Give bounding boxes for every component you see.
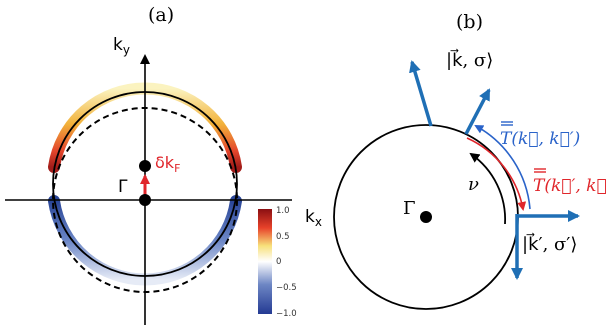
- colorbar-tick-3: 0: [276, 257, 281, 267]
- t-red-text: T(k⃗′, k⃗): [533, 176, 606, 196]
- colorbar: [258, 209, 272, 314]
- ket-kprime-sigma-label: |k⃗′, σ′⟩: [522, 233, 577, 255]
- nu-arc: [469, 152, 506, 225]
- t-kprime-k-arc: [466, 137, 527, 211]
- gamma-dot-a: [139, 194, 151, 206]
- ky-label: ky: [113, 35, 130, 57]
- panel-b: (b) Γ ν |k⃗, σ⟩ |k⃗′, σ′⟩ T(k⃗, k⃗′) T(k…: [333, 11, 606, 310]
- t-blue-label: T(k⃗, k⃗′): [500, 121, 580, 149]
- gamma-dot-b: [420, 211, 432, 223]
- panel-a: (a) ky kx δkF Γ 1.0 0.5 0 −0.5 −1.0: [5, 4, 322, 325]
- colorbar-tick-4: −0.5: [276, 283, 297, 293]
- nu-label: ν: [468, 174, 479, 195]
- t-blue-text: T(k⃗, k⃗′): [500, 129, 580, 149]
- kx-label: kx: [305, 207, 322, 229]
- gamma-label-a: Γ: [118, 177, 128, 197]
- t-k-kprime-arc: [474, 125, 531, 210]
- delta-kf-label: δkF: [155, 153, 180, 175]
- colorbar-tick-2: 0.5: [276, 232, 290, 242]
- ket-k-sigma-label: |k⃗, σ⟩: [446, 49, 493, 71]
- panel-b-label: (b): [456, 11, 483, 33]
- t-red-label: T(k⃗′, k⃗): [533, 168, 606, 196]
- colorbar-ticks: 1.0 0.5 0 −0.5 −1.0: [276, 206, 297, 319]
- colorbar-tick-1: 1.0: [276, 206, 290, 216]
- colorbar-tick-5: −1.0: [276, 309, 297, 319]
- panel-a-label: (a): [148, 4, 174, 26]
- gamma-label-b: Γ: [403, 198, 416, 219]
- ket-k-tangent-arrow: [464, 88, 491, 135]
- ket-k-outward-arrow: [409, 60, 433, 127]
- shifted-center-dot: [139, 160, 151, 172]
